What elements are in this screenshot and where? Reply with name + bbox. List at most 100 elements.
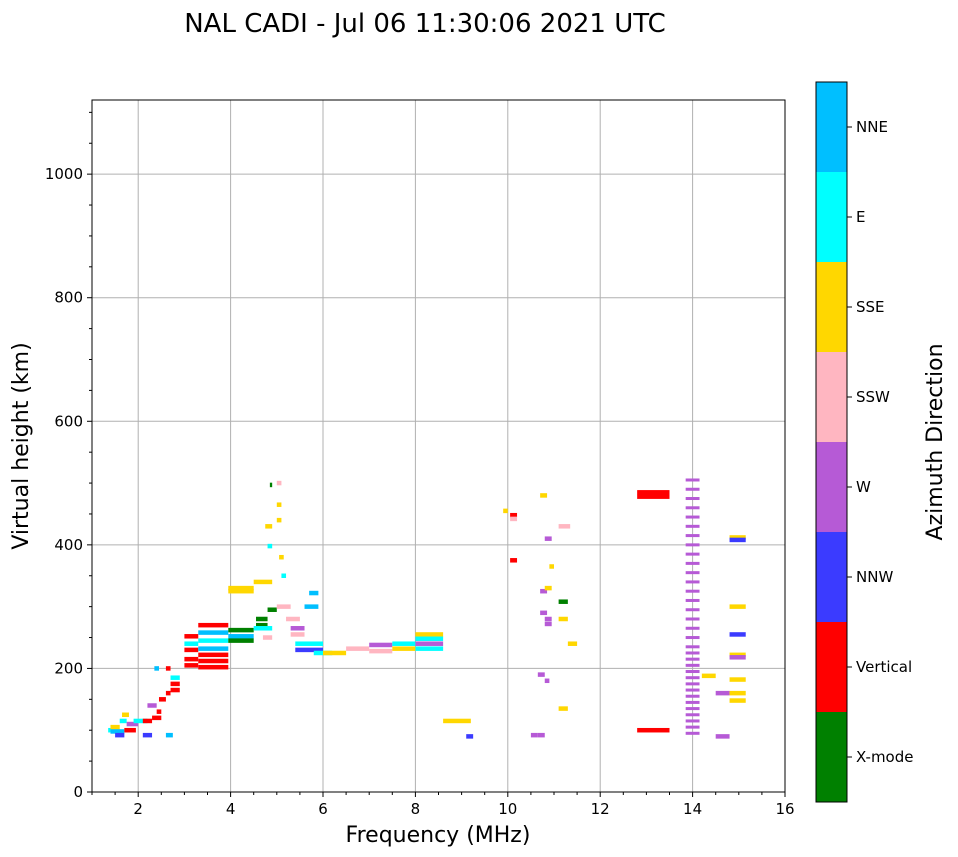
colorbar-label: SSW xyxy=(856,388,890,406)
colorbar-label: SSE xyxy=(856,298,885,316)
x-axis-title: Frequency (MHz) xyxy=(346,823,531,848)
echo-segment xyxy=(415,632,444,637)
data-marks xyxy=(108,478,746,739)
x-tick-label: 14 xyxy=(683,800,702,818)
echo-segment xyxy=(415,646,444,651)
colorbar-label: E xyxy=(856,208,865,226)
echo-segment xyxy=(392,641,416,646)
colorbar-title: Azimuth Direction xyxy=(923,343,948,540)
echo-segment xyxy=(170,675,180,680)
echo-segment xyxy=(198,658,229,664)
echo-segment xyxy=(685,515,700,519)
echo-segment xyxy=(198,622,229,628)
echo-segment xyxy=(685,543,700,547)
echo-segment xyxy=(544,678,550,684)
echo-segment xyxy=(530,732,538,738)
echo-segment xyxy=(544,585,552,591)
echo-segment xyxy=(369,642,393,648)
echo-segment xyxy=(685,589,700,593)
echo-segment xyxy=(228,588,254,594)
echo-segment xyxy=(637,494,670,499)
echo-segment xyxy=(729,652,746,658)
x-tick-label: 16 xyxy=(775,800,794,818)
echo-segment xyxy=(147,703,157,708)
echo-segment xyxy=(540,493,548,498)
echo-segment xyxy=(729,604,746,609)
echo-segment xyxy=(142,718,153,724)
x-tick-label: 2 xyxy=(133,800,143,818)
echo-segment xyxy=(269,482,273,488)
echo-segment xyxy=(184,634,199,639)
echo-segment xyxy=(685,506,700,510)
echo-segment xyxy=(228,627,254,633)
echo-segment xyxy=(228,638,254,643)
echo-segment xyxy=(685,713,700,717)
echo-segment xyxy=(685,670,700,674)
echo-segment xyxy=(701,673,716,679)
echo-segment xyxy=(685,657,700,661)
echo-segment xyxy=(540,588,548,594)
echo-segment xyxy=(295,641,323,646)
echo-segment xyxy=(558,524,571,529)
echo-segment xyxy=(544,616,552,622)
echo-segment xyxy=(276,604,291,609)
x-tick-label: 12 xyxy=(591,800,610,818)
echo-segment xyxy=(346,646,370,651)
echo-segment xyxy=(685,725,700,729)
echo-segment xyxy=(685,707,700,711)
echo-segment xyxy=(124,727,136,733)
echo-segment xyxy=(142,732,153,738)
grid xyxy=(92,100,785,792)
echo-segment xyxy=(170,687,180,693)
colorbar-label: NNW xyxy=(856,568,893,586)
echo-segment xyxy=(685,688,700,692)
echo-segment xyxy=(158,697,166,702)
colorbar-label: W xyxy=(856,478,871,496)
y-tick-label: 800 xyxy=(54,289,83,307)
echo-segment xyxy=(558,616,568,622)
echo-segment xyxy=(685,663,700,667)
y-tick-label: 400 xyxy=(54,536,83,554)
echo-segment xyxy=(262,635,273,640)
echo-segment xyxy=(228,585,254,591)
y-tick-label: 600 xyxy=(54,412,83,430)
x-tick-label: 8 xyxy=(411,800,421,818)
colorbar-swatch xyxy=(816,712,847,802)
colorbar-swatch xyxy=(816,352,847,442)
colorbar-swatch xyxy=(816,442,847,532)
echo-segment xyxy=(685,571,700,575)
echo-segment xyxy=(637,490,670,495)
echo-segment xyxy=(558,599,568,604)
y-tick-label: 1000 xyxy=(45,165,83,183)
echo-segment xyxy=(685,552,700,556)
echo-segment xyxy=(510,516,518,522)
echo-segment xyxy=(729,537,746,543)
echo-segment xyxy=(228,634,254,639)
chart-title: NAL CADI - Jul 06 11:30:06 2021 UTC xyxy=(184,9,666,39)
echo-segment xyxy=(685,626,700,630)
echo-segment xyxy=(558,706,568,711)
echo-segment xyxy=(108,727,111,733)
echo-segment xyxy=(544,536,552,541)
x-tick-label: 4 xyxy=(226,800,236,818)
echo-segment xyxy=(198,646,229,651)
echo-segment xyxy=(729,698,746,703)
echo-segment xyxy=(253,579,273,585)
echo-segment xyxy=(276,502,282,507)
echo-segment xyxy=(276,517,282,523)
echo-segment xyxy=(443,718,471,724)
echo-segment xyxy=(685,676,700,680)
echo-segment xyxy=(729,690,746,696)
echo-segment xyxy=(253,626,273,631)
echo-segment xyxy=(685,636,700,640)
colorbar-label: NNE xyxy=(856,118,888,136)
echo-segment xyxy=(685,534,700,538)
echo-segment xyxy=(685,617,700,621)
echo-segment xyxy=(685,497,700,501)
echo-segment xyxy=(729,632,746,637)
echo-segment xyxy=(256,616,268,622)
echo-segment xyxy=(110,724,120,730)
echo-segment xyxy=(685,524,700,528)
y-tick-label: 200 xyxy=(54,659,83,677)
echo-segment xyxy=(685,700,700,704)
